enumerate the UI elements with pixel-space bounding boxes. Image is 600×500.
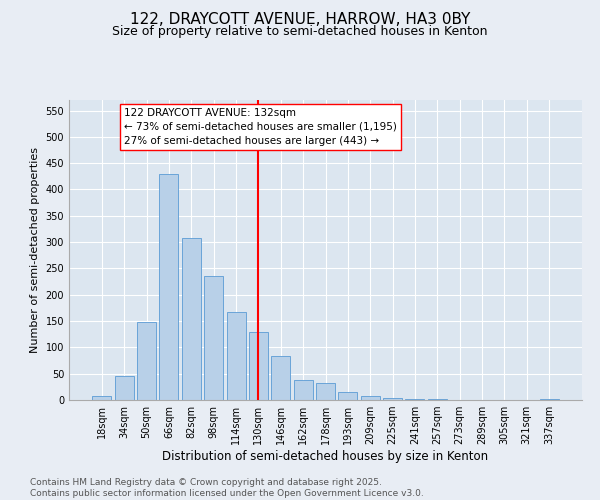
Bar [271,356,290,400]
Bar [182,238,201,400]
Bar [383,398,402,400]
Bar [160,174,178,400]
Y-axis label: Number of semi-detached properties: Number of semi-detached properties [30,147,40,353]
Bar [361,396,380,400]
Bar [338,392,358,400]
X-axis label: Distribution of semi-detached houses by size in Kenton: Distribution of semi-detached houses by … [163,450,488,463]
Bar [293,380,313,400]
Text: 122 DRAYCOTT AVENUE: 132sqm
← 73% of semi-detached houses are smaller (1,195)
27: 122 DRAYCOTT AVENUE: 132sqm ← 73% of sem… [124,108,397,146]
Bar [204,276,223,400]
Bar [539,399,559,400]
Bar [115,376,134,400]
Bar [227,312,245,400]
Bar [137,322,156,400]
Bar [406,399,424,400]
Bar [92,396,112,400]
Bar [249,332,268,400]
Text: Size of property relative to semi-detached houses in Kenton: Size of property relative to semi-detach… [112,25,488,38]
Bar [316,383,335,400]
Text: Contains HM Land Registry data © Crown copyright and database right 2025.
Contai: Contains HM Land Registry data © Crown c… [30,478,424,498]
Text: 122, DRAYCOTT AVENUE, HARROW, HA3 0BY: 122, DRAYCOTT AVENUE, HARROW, HA3 0BY [130,12,470,28]
